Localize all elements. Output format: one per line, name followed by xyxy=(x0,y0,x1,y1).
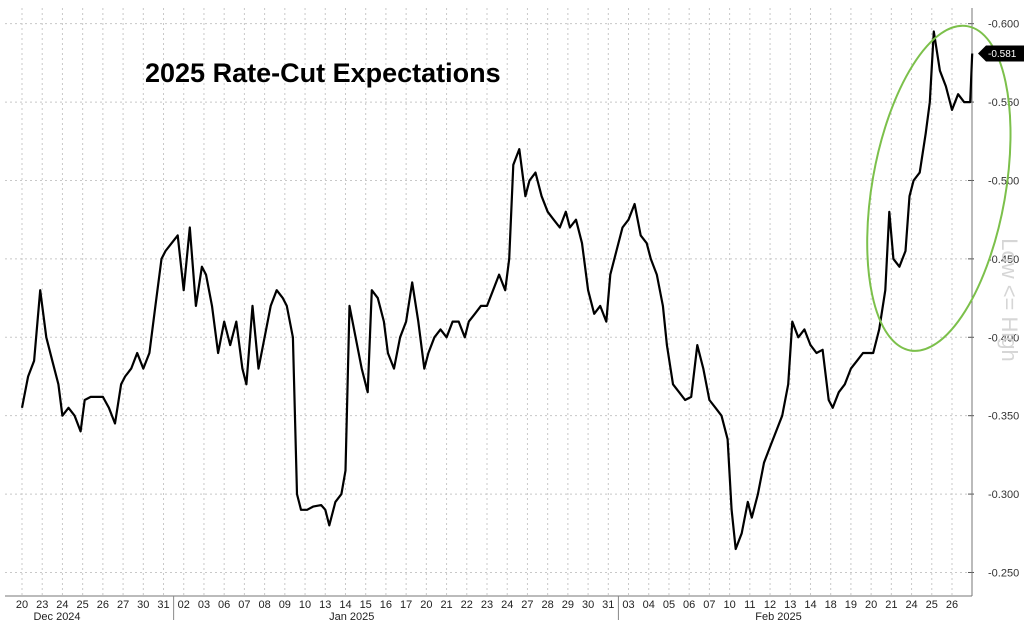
x-tick-label: 14 xyxy=(804,599,816,611)
x-tick-label: 27 xyxy=(117,599,129,611)
vertical-grid xyxy=(21,8,953,596)
x-tick-label: 23 xyxy=(36,599,48,611)
x-tick-label: 13 xyxy=(784,599,796,611)
y-axis-ticks: -0.250 -0.300 -0.350 -0.400 -0.450 -0.500 -0.5… xyxy=(968,8,1019,596)
x-tick-label: 23 xyxy=(481,599,493,611)
x-tick-label: 20 xyxy=(865,599,877,611)
x-tick-label: 31 xyxy=(157,599,169,611)
x-tick-label: 08 xyxy=(258,599,270,611)
x-tick-label: 07 xyxy=(238,599,250,611)
month-label: Feb 2025 xyxy=(755,611,801,623)
y-tick-label: -0.250 xyxy=(988,567,1019,579)
x-tick-label: 14 xyxy=(339,599,351,611)
y-tick-label: -0.300 xyxy=(988,489,1019,501)
last-value-label: -0.581 xyxy=(988,49,1017,60)
x-tick-label: 12 xyxy=(764,599,776,611)
x-tick-label: 27 xyxy=(521,599,533,611)
x-axis-ticks: 20 23 24 25 26 27 30 31 02 03 06 07 08 09 10 13 14 15 16 17… xyxy=(5,595,972,611)
x-tick-label: 25 xyxy=(77,599,89,611)
y-tick-label: -0.550 xyxy=(988,97,1019,109)
y-tick-label: -0.450 xyxy=(988,254,1019,266)
x-tick-label: 29 xyxy=(562,599,574,611)
x-tick-label: 19 xyxy=(845,599,857,611)
x-tick-label: 04 xyxy=(643,599,655,611)
month-label: Jan 2025 xyxy=(329,611,374,623)
x-tick-label: 24 xyxy=(56,599,68,611)
side-label: Low <= High xyxy=(997,238,1022,362)
x-tick-label: 09 xyxy=(279,599,291,611)
x-tick-label: 20 xyxy=(16,599,28,611)
y-tick-label: -0.400 xyxy=(988,332,1019,344)
x-tick-label: 15 xyxy=(360,599,372,611)
x-tick-label: 24 xyxy=(501,599,513,611)
x-tick-label: 07 xyxy=(703,599,715,611)
y-tick-label: -0.500 xyxy=(988,175,1019,187)
x-tick-label: 05 xyxy=(663,599,675,611)
x-tick-label: 22 xyxy=(461,599,473,611)
x-tick-label: 26 xyxy=(97,599,109,611)
x-tick-label: 16 xyxy=(380,599,392,611)
month-labels: Dec 2024 Jan 2025 Feb 2025 xyxy=(33,596,802,623)
x-tick-label: 11 xyxy=(744,599,755,611)
x-tick-label: 30 xyxy=(137,599,149,611)
x-tick-label: 20 xyxy=(420,599,432,611)
x-tick-label: 02 xyxy=(178,599,190,611)
x-tick-label: 21 xyxy=(885,599,897,611)
x-tick-label: 28 xyxy=(542,599,554,611)
last-value-badge-shape xyxy=(978,45,1024,62)
y-tick-label: -0.600 xyxy=(988,19,1019,31)
x-tick-label: 06 xyxy=(218,599,230,611)
horizontal-grid xyxy=(5,23,972,573)
x-tick-label: 21 xyxy=(440,599,452,611)
x-tick-label: 17 xyxy=(400,599,412,611)
x-tick-label: 30 xyxy=(582,599,594,611)
x-tick-label: 24 xyxy=(905,599,917,611)
y-tick-label: -0.350 xyxy=(988,411,1019,423)
x-tick-label: 26 xyxy=(946,599,958,611)
month-label: Dec 2024 xyxy=(33,611,80,623)
x-tick-label: 03 xyxy=(198,599,210,611)
x-tick-label: 03 xyxy=(622,599,634,611)
x-tick-label: 13 xyxy=(319,599,331,611)
x-tick-label: 25 xyxy=(926,599,938,611)
x-tick-label: 06 xyxy=(683,599,695,611)
x-tick-label: 31 xyxy=(602,599,614,611)
x-tick-label: 10 xyxy=(299,599,311,611)
highlight-ellipse xyxy=(866,24,1012,352)
x-tick-label: 10 xyxy=(723,599,735,611)
chart-title: 2025 Rate-Cut Expectations xyxy=(145,58,501,88)
x-tick-label: 18 xyxy=(825,599,837,611)
series-line xyxy=(20,30,974,551)
last-value-badge: -0.581 xyxy=(978,45,1024,62)
